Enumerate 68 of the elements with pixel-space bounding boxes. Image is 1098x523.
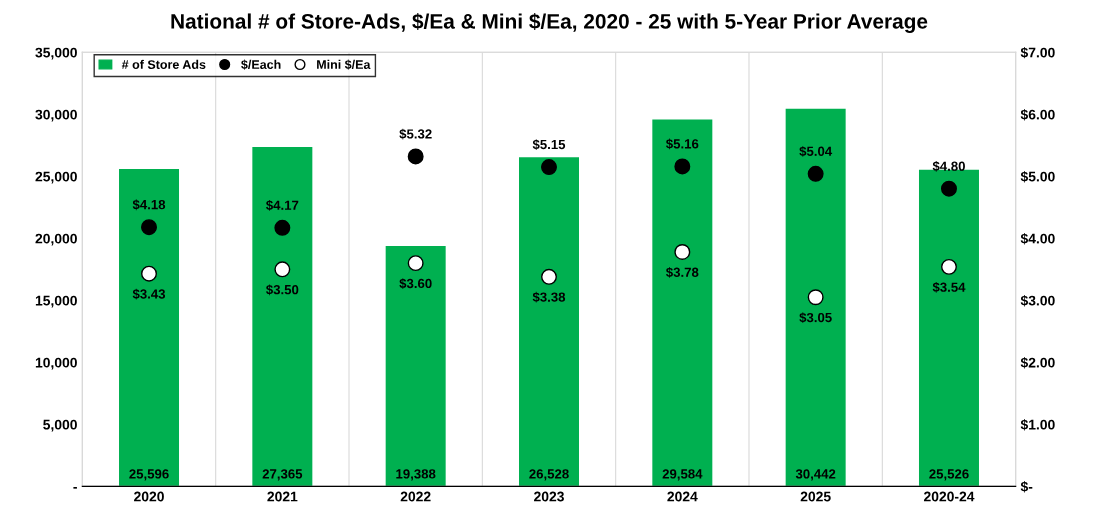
data-label: 30,442 [795,469,836,481]
y-tick-label: - [73,486,77,489]
data-label: $5.04 [799,146,833,157]
data-label: $4.17 [266,199,299,211]
y-tick-label: 30,000 [35,109,77,122]
x-tick-label: 2021 [267,491,298,502]
point [141,265,157,282]
x-tick-label: 2024 [667,491,698,502]
x-tick-label: 2020 [134,491,164,502]
x-tick-label: 2020-24 [923,491,975,502]
y2-tick-label: $2.00 [1020,357,1055,369]
data-label: $5.16 [665,138,699,150]
bar [252,146,313,487]
y-tick-label: 35,000 [35,47,77,60]
y2-tick-label: $- [1020,481,1033,493]
data-label: $3.38 [532,291,566,303]
y2-tick-label: $6.00 [1020,109,1055,121]
point [807,289,824,306]
y2-tick-label: $1.00 [1020,419,1055,431]
y-tick-label: 5,000 [43,419,77,432]
point [541,268,557,285]
data-label: 25,596 [129,469,169,481]
point [674,244,691,260]
y2-tick-label: $7.00 [1020,47,1055,59]
point [941,258,957,275]
data-label: $3.50 [266,284,299,296]
data-label: $3.05 [799,312,832,324]
data-label: 26,528 [529,469,569,481]
point [141,219,157,236]
point [541,159,557,176]
legend-label: $/Each [241,59,281,70]
y-tick-label: 15,000 [35,295,77,308]
y-tick-label: 20,000 [35,233,77,246]
bar [119,168,180,487]
x-tick-label: 2022 [400,491,431,502]
data-label: $3.60 [399,278,432,289]
point [674,158,691,175]
data-label: $4.18 [132,199,166,211]
data-label: $3.54 [932,281,966,293]
y-tick-label: 10,000 [35,357,77,370]
point [274,261,291,278]
data-label: $3.43 [132,288,166,300]
y2-tick-label: $4.00 [1020,233,1055,245]
x-tick-label: 2023 [534,491,564,502]
legend-label: # of Store Ads [121,59,206,69]
y2-tick-label: $5.00 [1020,171,1055,183]
point [274,219,291,236]
point [407,148,424,165]
data-label: $5.32 [399,128,432,140]
data-label: $3.78 [665,267,699,278]
bar [785,108,846,487]
point [807,165,824,182]
bar [519,157,579,487]
data-label: 27,365 [262,469,303,481]
x-tick-label: 2025 [800,491,831,502]
data-label: $4.80 [932,160,965,172]
bar [385,245,446,487]
data-label: $5.15 [532,139,566,150]
data-label: 25,526 [929,469,969,481]
bar [652,119,713,487]
y2-tick-label: $3.00 [1020,295,1055,307]
point [941,180,957,197]
data-label: 19,388 [396,469,436,481]
point [407,255,424,272]
y-tick-label: 25,000 [35,171,77,184]
legend-label: Mini $/Ea [317,59,371,70]
chart-title: National # of Store-Ads, $/Ea & Mini $/Ea, 2020 - 25 with 5-Year Prior Average [171,13,928,33]
data-label: 29,584 [662,469,703,481]
